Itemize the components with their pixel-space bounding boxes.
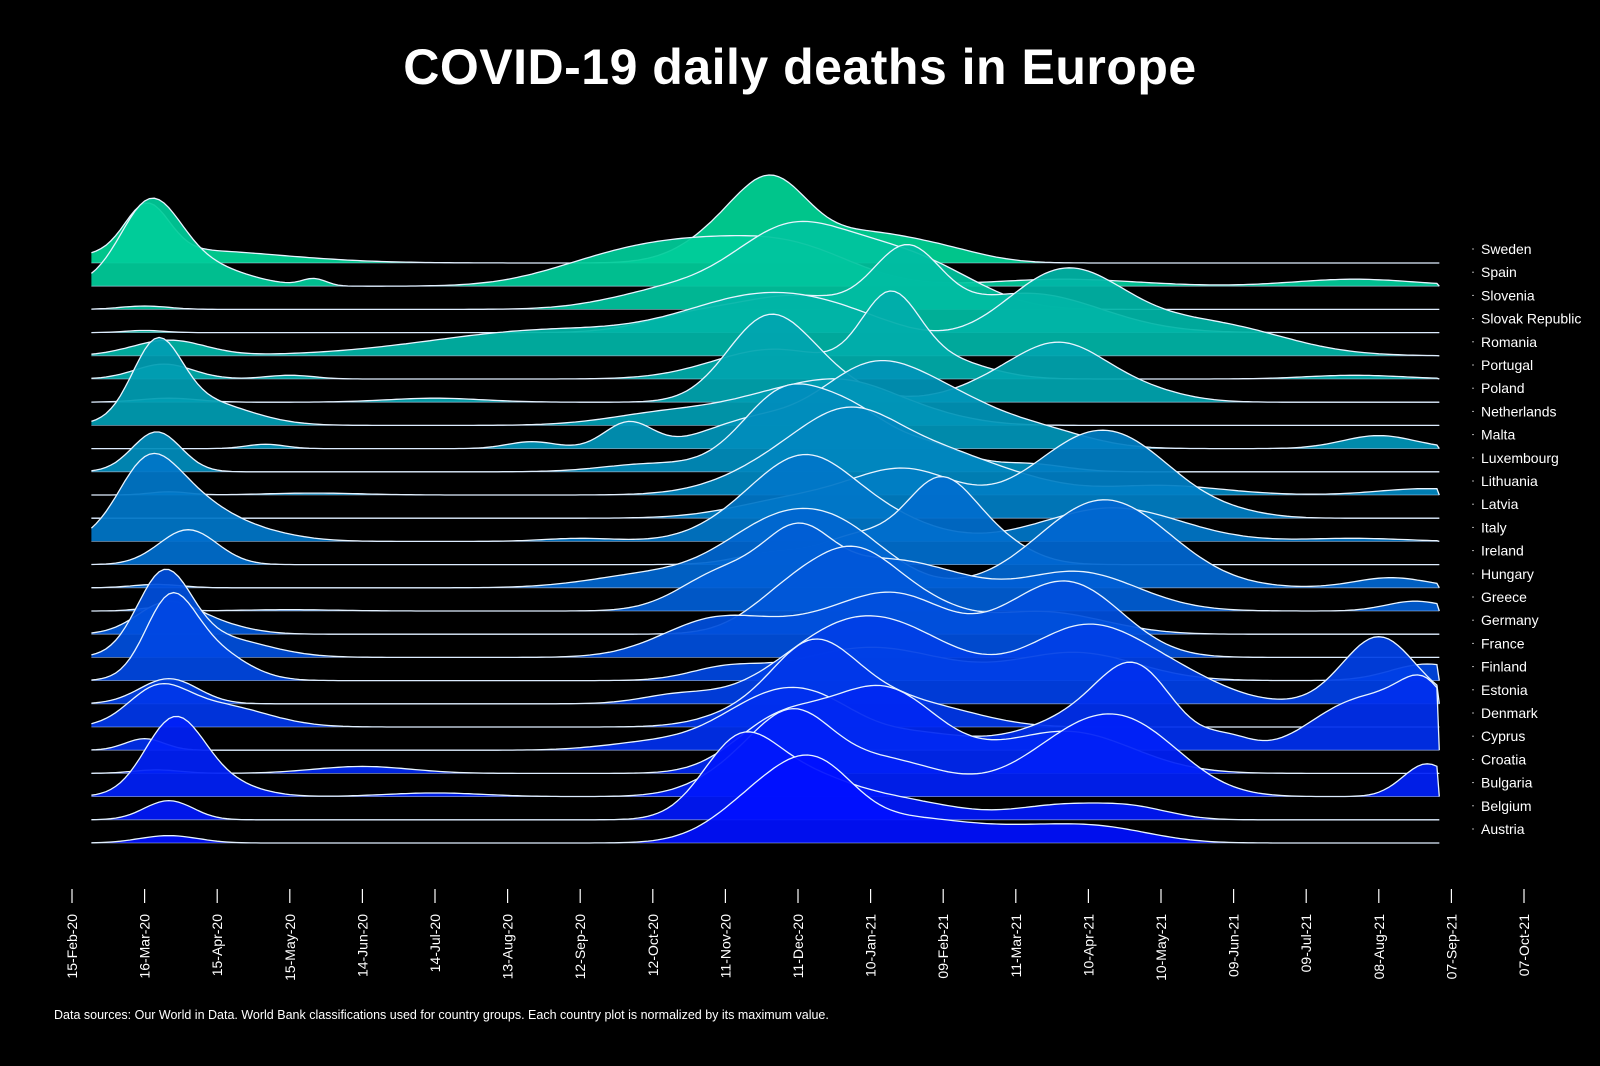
x-tick-label: 12-Oct-20 [645, 914, 661, 976]
x-axis: 15-Feb-20 16-Mar-20 15-Apr-20 15-May-20 14-J… [64, 889, 1532, 981]
ridge-line-italy [90, 452, 1440, 543]
country-label-germany: Germany [1481, 612, 1539, 628]
x-tick-label: 11-Nov-20 [717, 914, 733, 979]
country-label-layer: Sweden Spain Slovenia Slovak Republic Romani… [1472, 241, 1581, 837]
country-label-greece: Greece [1481, 589, 1527, 605]
country-label-poland: Poland [1481, 380, 1525, 396]
country-label-lithuania: Lithuania [1481, 473, 1538, 489]
ridge-line-lithuania [91, 406, 1440, 496]
x-tick-label: 11-Dec-20 [790, 914, 806, 979]
ridge-line-france [91, 568, 1440, 659]
ridge-area-greece [91, 523, 1440, 611]
x-tick-label: 10-Apr-21 [1080, 914, 1096, 976]
ridge-area-sweden [91, 175, 1440, 263]
ridge-area-austria [91, 755, 1440, 843]
x-tick-label: 13-Aug-20 [500, 914, 516, 980]
country-label-romania: Romania [1481, 334, 1537, 350]
country-label-cyprus: Cyprus [1481, 728, 1525, 744]
ridge-layer [90, 174, 1440, 844]
country-label-luxembourg: Luxembourg [1481, 450, 1559, 466]
x-tick-label: 12-Sep-20 [572, 914, 588, 980]
chart-footnote: Data sources: Our World in Data. World B… [54, 1008, 829, 1022]
x-tick-label: 15-Feb-20 [64, 914, 80, 979]
country-label-croatia: Croatia [1481, 751, 1526, 767]
country-label-bulgaria: Bulgaria [1481, 775, 1533, 791]
ridge-area-latvia [91, 430, 1440, 519]
x-tick-label: 16-Mar-20 [137, 914, 153, 979]
x-tick-label: 10-May-21 [1153, 914, 1169, 981]
country-label-slovak-republic: Slovak Republic [1481, 311, 1581, 327]
ridge-area-romania [91, 267, 1440, 356]
x-tick-label: 15-May-20 [282, 914, 298, 981]
country-label-sweden: Sweden [1481, 241, 1532, 257]
country-label-netherlands: Netherlands [1481, 403, 1557, 419]
x-tick-label: 14-Jun-20 [354, 914, 370, 977]
ridge-area-denmark [91, 639, 1440, 727]
ridge-area-poland [91, 314, 1440, 403]
x-tick-label: 10-Jan-21 [863, 914, 879, 977]
ridge-line-bulgaria [91, 707, 1440, 798]
ridge-area-luxembourg [91, 383, 1440, 472]
chart-title: COVID-19 daily deaths in Europe [403, 39, 1197, 95]
country-label-france: France [1481, 635, 1525, 651]
country-label-malta: Malta [1481, 427, 1515, 443]
x-tick-label: 08-Aug-21 [1371, 914, 1387, 980]
country-label-austria: Austria [1481, 821, 1525, 837]
country-label-latvia: Latvia [1481, 496, 1519, 512]
country-label-spain: Spain [1481, 264, 1517, 280]
country-label-estonia: Estonia [1481, 682, 1528, 698]
x-tick-label: 07-Oct-21 [1516, 914, 1532, 976]
x-tick-label: 09-Feb-21 [935, 914, 951, 979]
ridge-area-ireland [91, 476, 1440, 565]
x-tick-label: 15-Apr-20 [209, 914, 225, 976]
ridge-line-croatia [91, 684, 1440, 775]
ridge-line-greece [91, 522, 1440, 612]
x-tick-label: 11-Mar-21 [1008, 914, 1024, 978]
country-label-hungary: Hungary [1481, 566, 1534, 582]
country-label-slovenia: Slovenia [1481, 287, 1535, 303]
x-tick-label: 09-Jun-21 [1226, 914, 1242, 977]
ridge-line-romania [91, 267, 1440, 357]
country-label-finland: Finland [1481, 659, 1527, 675]
ridge-area-slovenia [91, 221, 1440, 310]
country-label-belgium: Belgium [1481, 798, 1532, 814]
x-tick-label: 09-Jul-21 [1298, 914, 1314, 973]
country-label-portugal: Portugal [1481, 357, 1533, 373]
x-tick-label: 07-Sep-21 [1443, 914, 1459, 980]
country-label-ireland: Ireland [1481, 543, 1524, 559]
country-label-denmark: Denmark [1481, 705, 1539, 721]
country-label-italy: Italy [1481, 519, 1507, 535]
x-tick-label: 14-Jul-20 [427, 914, 443, 973]
